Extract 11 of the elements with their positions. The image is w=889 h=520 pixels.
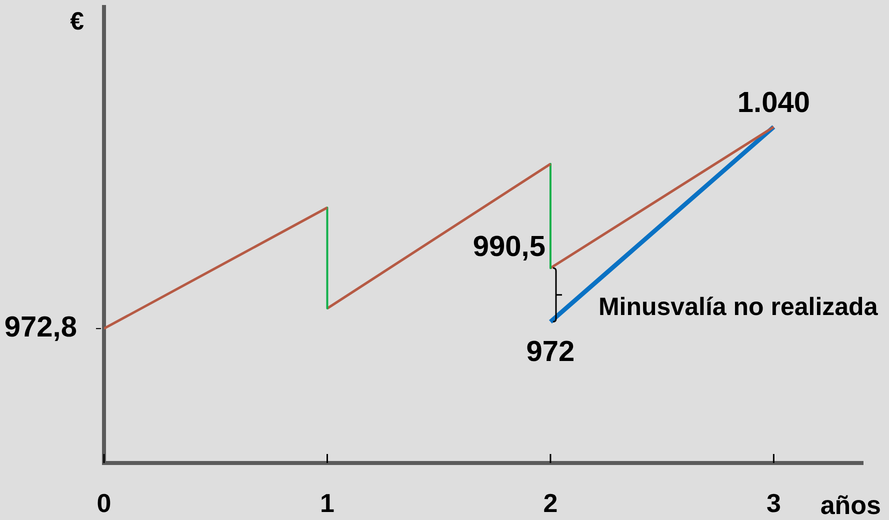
x-tick-label: 2 — [543, 488, 558, 518]
annotation: 1.040 — [737, 86, 810, 119]
x-tick-label: 0 — [96, 488, 112, 518]
y-axis-title: € — [70, 7, 84, 36]
annotation: Minusvalía no realizada — [598, 292, 879, 321]
x-axis-title: años — [820, 490, 881, 520]
annotation: 972 — [526, 336, 575, 368]
x-tick-label: 1 — [320, 488, 334, 518]
annotation: 990,5 — [472, 231, 546, 264]
x-tick-label: 3 — [766, 488, 781, 518]
annotation: 972,8 — [4, 312, 77, 344]
